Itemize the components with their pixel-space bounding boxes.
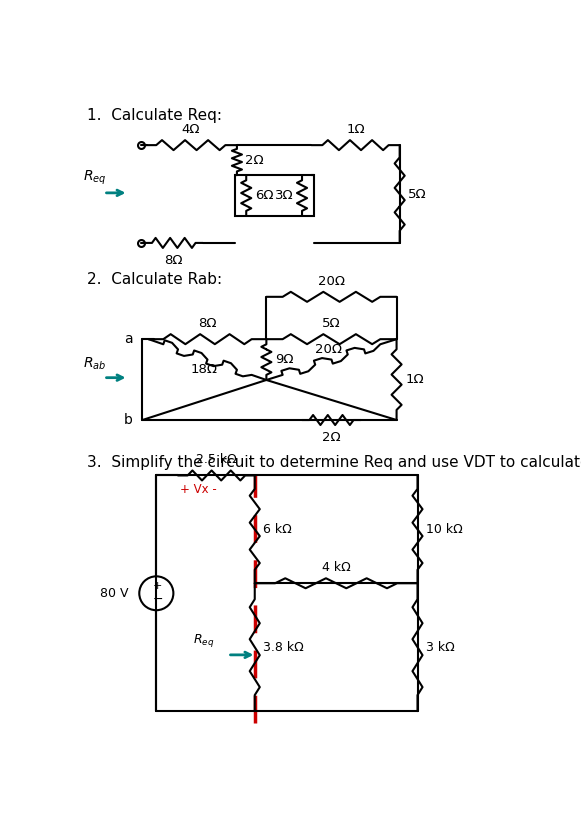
Text: 5Ω: 5Ω (322, 317, 341, 330)
Text: 10 kΩ: 10 kΩ (426, 523, 463, 536)
Text: 1Ω: 1Ω (405, 373, 424, 386)
Text: 18Ω: 18Ω (191, 363, 217, 376)
Text: 3.  Simplify the circuit to determine Req and use VDT to calculate  Vx.: 3. Simplify the circuit to determine Req… (87, 455, 581, 470)
Text: $R_{eq}$: $R_{eq}$ (193, 632, 214, 649)
Text: 4 kΩ: 4 kΩ (322, 561, 350, 574)
Text: 2.  Calculate Rab:: 2. Calculate Rab: (87, 272, 222, 287)
Text: 2Ω: 2Ω (322, 431, 341, 444)
Text: 8Ω: 8Ω (198, 317, 217, 330)
Text: 9Ω: 9Ω (275, 353, 293, 366)
Text: 3Ω: 3Ω (275, 189, 293, 202)
Text: 2.5 kΩ: 2.5 kΩ (196, 453, 237, 466)
Text: 80 V: 80 V (100, 587, 128, 600)
Text: 3 kΩ: 3 kΩ (426, 640, 455, 654)
Text: 6Ω: 6Ω (254, 189, 273, 202)
Text: 6 kΩ: 6 kΩ (263, 523, 292, 536)
Text: +: + (153, 581, 163, 591)
Text: b: b (124, 413, 133, 427)
Text: 3.8 kΩ: 3.8 kΩ (263, 640, 304, 654)
Text: a: a (124, 332, 133, 346)
Text: 2Ω: 2Ω (245, 154, 264, 167)
Text: 8Ω: 8Ω (164, 254, 183, 267)
Text: 20Ω: 20Ω (318, 275, 345, 288)
Text: 1Ω: 1Ω (346, 123, 365, 136)
Text: + Vx -: + Vx - (180, 483, 216, 497)
Text: −: − (153, 593, 163, 606)
Text: 20Ω: 20Ω (315, 343, 342, 356)
Text: 1.  Calculate Req:: 1. Calculate Req: (87, 108, 221, 124)
Bar (235, 175, 314, 216)
Text: 4Ω: 4Ω (181, 123, 200, 136)
Text: $R_{ab}$: $R_{ab}$ (84, 356, 107, 372)
Text: 5Ω: 5Ω (408, 187, 427, 200)
Text: $R_{eq}$: $R_{eq}$ (84, 169, 107, 187)
